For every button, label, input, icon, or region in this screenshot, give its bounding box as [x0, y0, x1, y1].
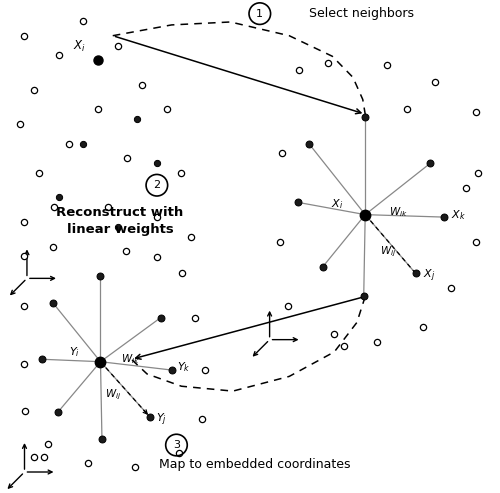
Text: $W_{ij}$: $W_{ij}$	[106, 388, 122, 402]
Text: $X_k$: $X_k$	[451, 208, 466, 221]
Text: $Y_i$: $Y_i$	[69, 346, 80, 359]
Text: $Y_k$: $Y_k$	[178, 361, 191, 375]
Text: $Y_j$: $Y_j$	[156, 411, 167, 428]
Text: linear weights: linear weights	[66, 223, 174, 236]
Text: $W_{ij}$: $W_{ij}$	[380, 244, 396, 259]
Text: 2: 2	[154, 180, 160, 190]
Text: $W_{ik}$: $W_{ik}$	[388, 205, 407, 219]
Text: 1: 1	[256, 9, 264, 19]
Text: Select neighbors: Select neighbors	[309, 7, 414, 20]
Text: $X_i$: $X_i$	[73, 39, 86, 54]
Text: Map to embedded coordinates: Map to embedded coordinates	[159, 458, 350, 471]
Text: Reconstruct with: Reconstruct with	[56, 206, 184, 219]
Text: 3: 3	[173, 440, 180, 450]
Text: $W_{ik}$: $W_{ik}$	[121, 352, 140, 366]
Text: $X_j$: $X_j$	[423, 268, 436, 284]
Text: $X_i$: $X_i$	[331, 197, 343, 211]
